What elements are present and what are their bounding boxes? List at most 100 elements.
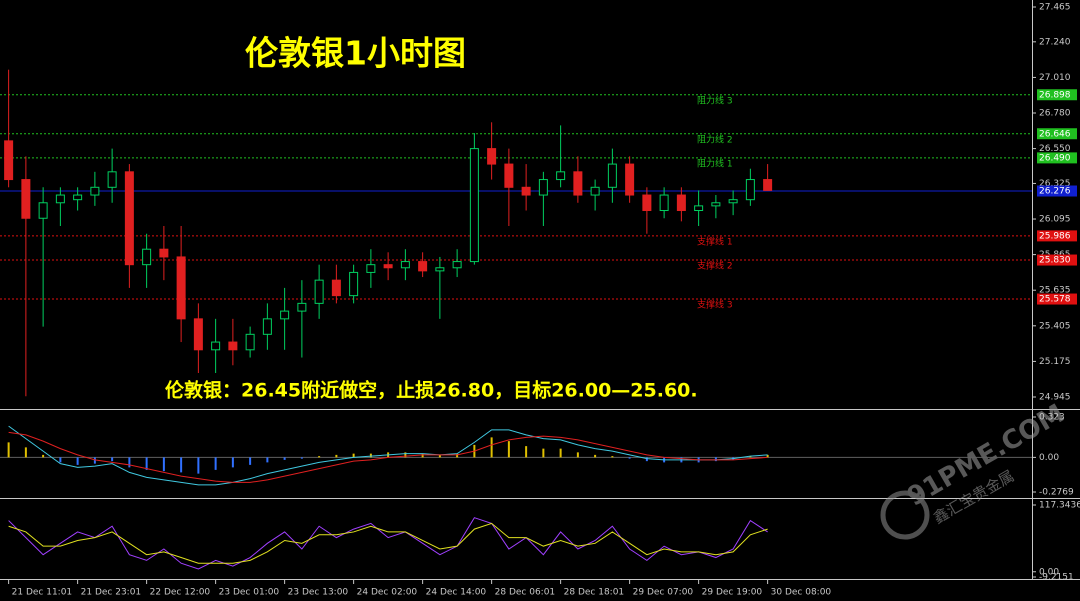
chart-title: 伦敦银1小时图 (245, 34, 466, 73)
y-tick-label: 24.945 (1039, 393, 1071, 403)
level-tag-label: 26.646 (1039, 129, 1071, 139)
x-tick-label: 23 Dec 13:00 (288, 588, 349, 598)
candle-body (349, 271, 359, 297)
level-tag (1037, 152, 1077, 164)
candle-body (55, 194, 65, 204)
histogram-bar (490, 437, 493, 458)
candle-body (383, 264, 393, 269)
candle-body (176, 256, 186, 320)
candle-body (487, 148, 497, 165)
candle-body (642, 194, 652, 212)
candle-body (728, 199, 738, 204)
y-tick-label: -9.2151 (1039, 573, 1074, 583)
histogram-bar (283, 457, 286, 460)
x-tick-label: 29 Dec 19:00 (702, 588, 763, 598)
y-tick-label: 25.175 (1039, 357, 1071, 367)
x-tick-label: 21 Dec 11:01 (12, 588, 73, 598)
histogram-bar (352, 453, 355, 458)
watermark-logo (880, 490, 930, 540)
histogram-bar (576, 452, 579, 458)
histogram-bar (542, 448, 545, 458)
candle-body (245, 333, 255, 351)
histogram-bar (559, 448, 562, 458)
histogram-bar (162, 457, 165, 472)
y-tick-label: 26.325 (1039, 179, 1071, 189)
level-tag-label: 26.490 (1039, 153, 1071, 163)
y-tick-label: 25.635 (1039, 286, 1071, 296)
level-tag (1037, 293, 1077, 305)
histogram-bar (421, 453, 424, 458)
candle-body (590, 186, 600, 196)
current-price-tag (1037, 185, 1077, 197)
candle-body (159, 248, 169, 258)
candle-body (504, 163, 514, 188)
candle-body (676, 194, 686, 212)
x-tick-label: 21 Dec 23:01 (81, 588, 142, 598)
histogram-bar (214, 457, 217, 470)
candle-body (314, 279, 324, 304)
histogram-bar (525, 446, 528, 458)
y-tick-label: 0.323 (1039, 413, 1065, 423)
indicator-line (8, 522, 768, 564)
histogram-bar (507, 441, 510, 458)
candle-body (107, 171, 117, 188)
candle-body (625, 163, 635, 196)
candle-body (400, 261, 410, 269)
level-tag-label: 25.578 (1039, 295, 1071, 305)
candle-body (418, 261, 428, 272)
histogram-bar (180, 457, 183, 473)
histogram-bar (300, 457, 303, 459)
candle-body (262, 318, 272, 335)
level-name: 阻力线 1 (697, 157, 733, 169)
level-name: 支撑线 3 (697, 299, 733, 311)
candle-body (4, 140, 14, 181)
y-tick-label: 0.00 (1039, 567, 1059, 577)
level-tag (1037, 128, 1077, 140)
histogram-bar (645, 457, 648, 462)
candle-body (521, 186, 531, 196)
histogram-bar (111, 457, 114, 462)
histogram-bar (59, 457, 62, 463)
annotation: 伦敦银：26.45附近做空，止损26.80，目标26.00—25.60. (165, 379, 698, 402)
x-tick-label: 23 Dec 01:00 (219, 588, 280, 598)
candle-body (228, 341, 238, 351)
histogram-bar (7, 442, 10, 458)
histogram-bar (145, 457, 148, 470)
candle-body (331, 279, 341, 297)
candle-body (124, 171, 134, 266)
x-tick-label: 22 Dec 12:00 (150, 588, 211, 598)
candle-body (763, 179, 773, 191)
y-tick-label: 27.240 (1039, 37, 1071, 47)
histogram-bar (24, 447, 27, 458)
candle-body (73, 194, 83, 201)
candle-body (711, 202, 721, 207)
level-name: 阻力线 2 (697, 133, 733, 145)
candle-body (193, 318, 203, 351)
histogram-bar (42, 454, 45, 458)
candle-body (366, 264, 376, 273)
histogram-bar (594, 454, 597, 458)
current-price-label: 26.276 (1039, 187, 1071, 197)
candle-body (435, 267, 445, 272)
y-tick-label: 27.010 (1039, 73, 1071, 83)
candle-body (659, 194, 669, 212)
candle-body (21, 179, 31, 219)
candle-body (538, 179, 548, 196)
level-name: 支撑线 1 (697, 235, 733, 247)
candle-body (142, 248, 152, 266)
candle-body (452, 261, 462, 269)
candle-body (280, 310, 290, 320)
x-tick-label: 30 Dec 08:00 (771, 588, 832, 598)
candle-body (297, 302, 307, 312)
indicator-line (8, 517, 768, 570)
y-tick-label: 27.465 (1039, 3, 1071, 13)
indicator-line (8, 425, 768, 486)
histogram-bar (456, 453, 459, 458)
y-tick-label: 0.00 (1039, 453, 1059, 463)
level-tag-label: 25.986 (1039, 231, 1071, 241)
candle-body (211, 341, 221, 351)
x-tick-label: 29 Dec 07:00 (633, 588, 694, 598)
histogram-bar (231, 457, 234, 468)
level-tag (1037, 230, 1077, 242)
